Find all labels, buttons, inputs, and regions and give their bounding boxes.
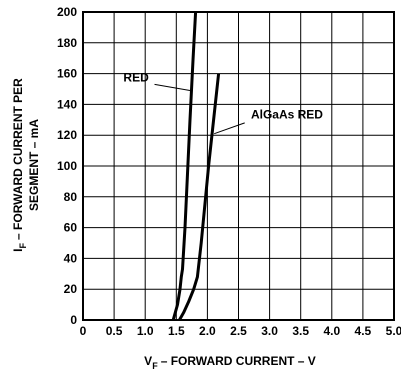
x-tick-label: 4.0 xyxy=(323,324,340,338)
y-axis-title-sub: F xyxy=(18,242,28,248)
y-axis-title-line1: IF – FORWARD CURRENT PER xyxy=(11,78,28,252)
series-leader-red xyxy=(154,83,191,92)
x-tick-label: 1.0 xyxy=(137,324,154,338)
series-lines xyxy=(171,11,221,321)
y-tick-label: 60 xyxy=(64,221,78,235)
x-tick-label: 2.5 xyxy=(230,324,247,338)
plot-frame xyxy=(82,11,395,321)
y-tick-label: 120 xyxy=(57,128,77,142)
x-tick-label: 5.0 xyxy=(386,324,401,338)
y-tick-label: 180 xyxy=(57,36,77,50)
y-axis-title-line2: SEGMENT – mA xyxy=(27,119,41,211)
y-axis-title-main: I xyxy=(11,248,25,251)
series-label-red: RED xyxy=(123,70,149,84)
x-tick-label: 4.5 xyxy=(355,324,372,338)
series-line-algaas-red xyxy=(178,73,221,321)
y-tick-label: 160 xyxy=(57,67,77,81)
x-tick-label: 3.0 xyxy=(261,324,278,338)
x-tick-label: 0 xyxy=(80,324,87,338)
y-tick-label: 100 xyxy=(57,159,77,173)
x-tick-label: 1.5 xyxy=(168,324,185,338)
x-tick-label: 0.5 xyxy=(106,324,123,338)
x-axis-title-sub: F xyxy=(152,361,158,371)
x-axis-title: VF – FORWARD CURRENT – V xyxy=(144,354,316,371)
y-axis-title-rest: – FORWARD CURRENT PER xyxy=(11,78,25,240)
y-tick-label: 200 xyxy=(57,5,77,19)
y-tick-label: 40 xyxy=(64,251,78,265)
x-tick-label: 2.0 xyxy=(199,324,216,338)
y-tick-label: 0 xyxy=(70,313,77,327)
x-axis-title-main: V xyxy=(144,354,152,368)
grid xyxy=(82,11,395,321)
y-tick-label: 80 xyxy=(64,190,78,204)
series-label-algaas-red: AlGaAs RED xyxy=(251,107,323,121)
series-leader-algaas-red xyxy=(214,122,245,135)
y-tick-label: 20 xyxy=(64,282,78,296)
y-tick-label: 140 xyxy=(57,97,77,111)
x-axis-title-rest: – FORWARD CURRENT – V xyxy=(161,354,316,368)
tick-labels: 0 0.5 1.0 1.5 2.0 2.5 3.0 3.5 4.0 4.5 5.0 0 20 40 60 80… xyxy=(57,5,401,338)
x-tick-label: 3.5 xyxy=(292,324,309,338)
series-line-red xyxy=(171,11,198,321)
